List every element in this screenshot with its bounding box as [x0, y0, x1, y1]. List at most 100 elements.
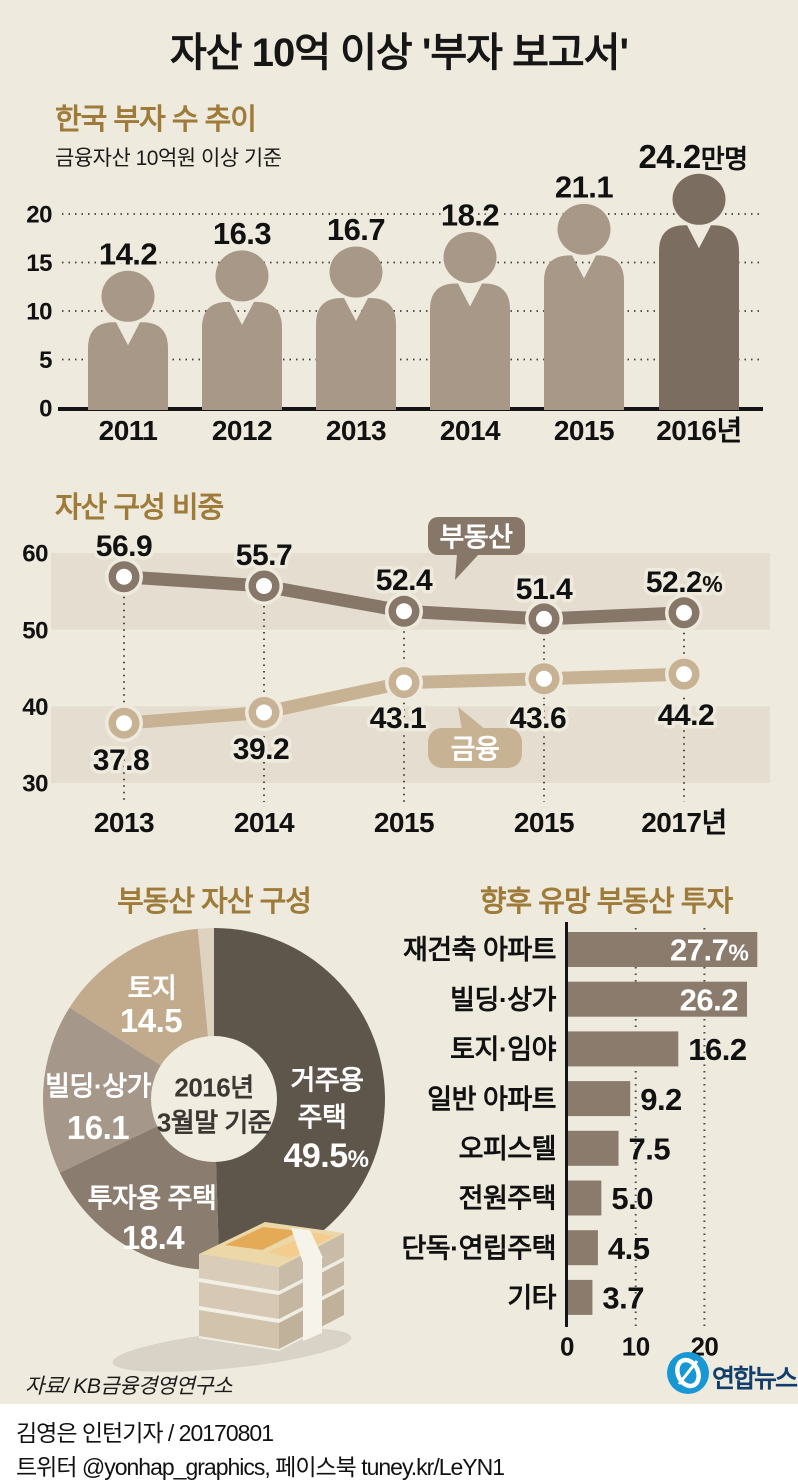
marker-dot: [256, 577, 272, 594]
x-category-label: 2015: [374, 807, 434, 838]
y-tick-label: 5: [39, 347, 52, 374]
value-label: 39.2: [233, 733, 289, 766]
bar-value-label: 9.2: [640, 1082, 682, 1117]
y-tick-label: 50: [22, 617, 48, 644]
x-category-label: 2013: [326, 415, 386, 446]
marker-ring: [388, 667, 420, 699]
marker-halo: [525, 659, 563, 698]
marker-dot: [256, 704, 272, 721]
bar-category-label: 재건축 아파트: [403, 935, 556, 965]
person-figure: [544, 203, 624, 410]
marker-halo: [385, 592, 423, 631]
bar-category-label: 전원주택: [459, 1184, 556, 1214]
page-title-prefix: 자산 10억 이상: [170, 31, 422, 75]
legend-bubble-금융: 금융: [428, 707, 522, 768]
bar-value-label: 7.5: [629, 1131, 671, 1166]
bar-value-label: 16.2: [688, 1032, 746, 1067]
bar-value-label: 5.0: [611, 1181, 653, 1216]
pie-slice: [197, 928, 214, 1099]
x-category-label: 2011: [99, 415, 158, 446]
marker-ring: [108, 707, 140, 739]
y-tick-label: 40: [22, 694, 48, 721]
marker-ring: [388, 595, 420, 627]
y-tick-label: 30: [22, 771, 48, 798]
marker-halo: [665, 593, 703, 632]
credits-strip: 김영은 인턴기자 / 20170801 트위터 @yonhap_graphics…: [0, 1404, 798, 1480]
x-category-label: 2013: [94, 807, 154, 838]
marker-dot: [116, 568, 132, 585]
marker-dot: [396, 674, 412, 691]
slice-label: 거주용: [290, 1066, 363, 1096]
value-label: 21.1: [555, 169, 614, 204]
x-category-label: 2016년: [656, 415, 742, 446]
marker-ring: [668, 597, 700, 629]
legend-label: 부동산: [439, 523, 513, 553]
y-tick-label: 0: [39, 396, 52, 423]
marker-ring: [248, 570, 280, 602]
y-tick-label: 10: [26, 299, 52, 326]
bar-category-label: 토지·임야: [450, 1035, 557, 1065]
bar: [567, 1279, 593, 1315]
band-30-40: [51, 706, 770, 783]
legend-bubble-부동산: 부동산: [428, 517, 525, 580]
value-label: 24.2만명: [638, 138, 747, 175]
section-subtitle-rich-count: 금융자산 10억원 이상 기준: [55, 147, 282, 170]
slice-value: 49.5%: [283, 1137, 368, 1175]
y-tick-label: 20: [26, 202, 52, 229]
value-label: 43.1: [370, 702, 426, 735]
section-title-realestate-composition: 부동산 자산 구성: [117, 886, 312, 918]
pie-slice: [69, 928, 214, 1099]
marker-dot: [536, 670, 552, 687]
x-category-label: 2012: [212, 415, 272, 446]
bar-category-label: 기타: [507, 1283, 556, 1313]
marker-ring: [528, 663, 560, 695]
value-label: 51.4: [516, 573, 573, 606]
x-category-label: 2015: [554, 415, 614, 446]
x-category-label: 2014: [440, 415, 501, 446]
bar: [567, 1180, 602, 1216]
pie-slice: [59, 1099, 220, 1270]
pie-slice: [43, 1007, 214, 1173]
value-label: 56.9: [96, 530, 152, 563]
y-tick-label: 60: [22, 541, 48, 568]
marker-dot: [396, 603, 412, 620]
series-line-부동산: [117, 570, 691, 626]
marker-ring: [668, 658, 700, 690]
marker-halo: [385, 663, 423, 702]
marker-halo: [525, 599, 563, 638]
asset-composition-chart: 60 50 40 30 56.9 55.7 52.4 51.4 52.2% 37.8 39.2 43.…: [22, 517, 770, 838]
bar: [567, 1081, 631, 1117]
bar: [567, 1130, 619, 1166]
legend-label: 금융: [451, 735, 500, 765]
slice-label: 빌딩·상가: [45, 1072, 152, 1102]
yonhap-logo-mark: [667, 1352, 709, 1394]
person-figure: [430, 231, 510, 410]
y-tick-label: 15: [26, 250, 52, 277]
bar-category-label: 일반 아파트: [427, 1084, 556, 1114]
x-tick-label: 0: [560, 1331, 574, 1361]
agency-name: 연합뉴스: [712, 1365, 798, 1393]
yonhap-logo: [666, 1351, 712, 1397]
section-title-rich-count: 한국 부자 수 추이: [55, 104, 257, 136]
section-title-future-investment: 향후 유망 부동산 투자: [479, 886, 733, 918]
donut-hole: [151, 1036, 277, 1162]
slice-value: 16.1: [67, 1109, 129, 1146]
bar-value-label: 3.7: [602, 1281, 644, 1316]
source-label: 자료/ KB금융경영연구소: [25, 1375, 233, 1398]
bar-category-label: 빌딩·상가: [450, 985, 557, 1015]
value-label: 16.7: [327, 212, 385, 247]
x-category-label: 2015: [514, 807, 574, 838]
bar: [567, 932, 758, 967]
value-label: 52.2%: [646, 566, 722, 599]
x-category-label: 2017년: [641, 807, 727, 838]
value-label: 18.2: [441, 198, 499, 233]
marker-dot: [536, 610, 552, 627]
value-label: 37.8: [93, 744, 149, 777]
section-title-asset-composition: 자산 구성 비중: [55, 492, 224, 524]
slice-label: 토지: [128, 974, 177, 1004]
marker-halo: [245, 693, 283, 732]
marker-ring: [108, 561, 140, 593]
credit-byline: 김영은 인턴기자 / 20170801: [16, 1420, 274, 1446]
